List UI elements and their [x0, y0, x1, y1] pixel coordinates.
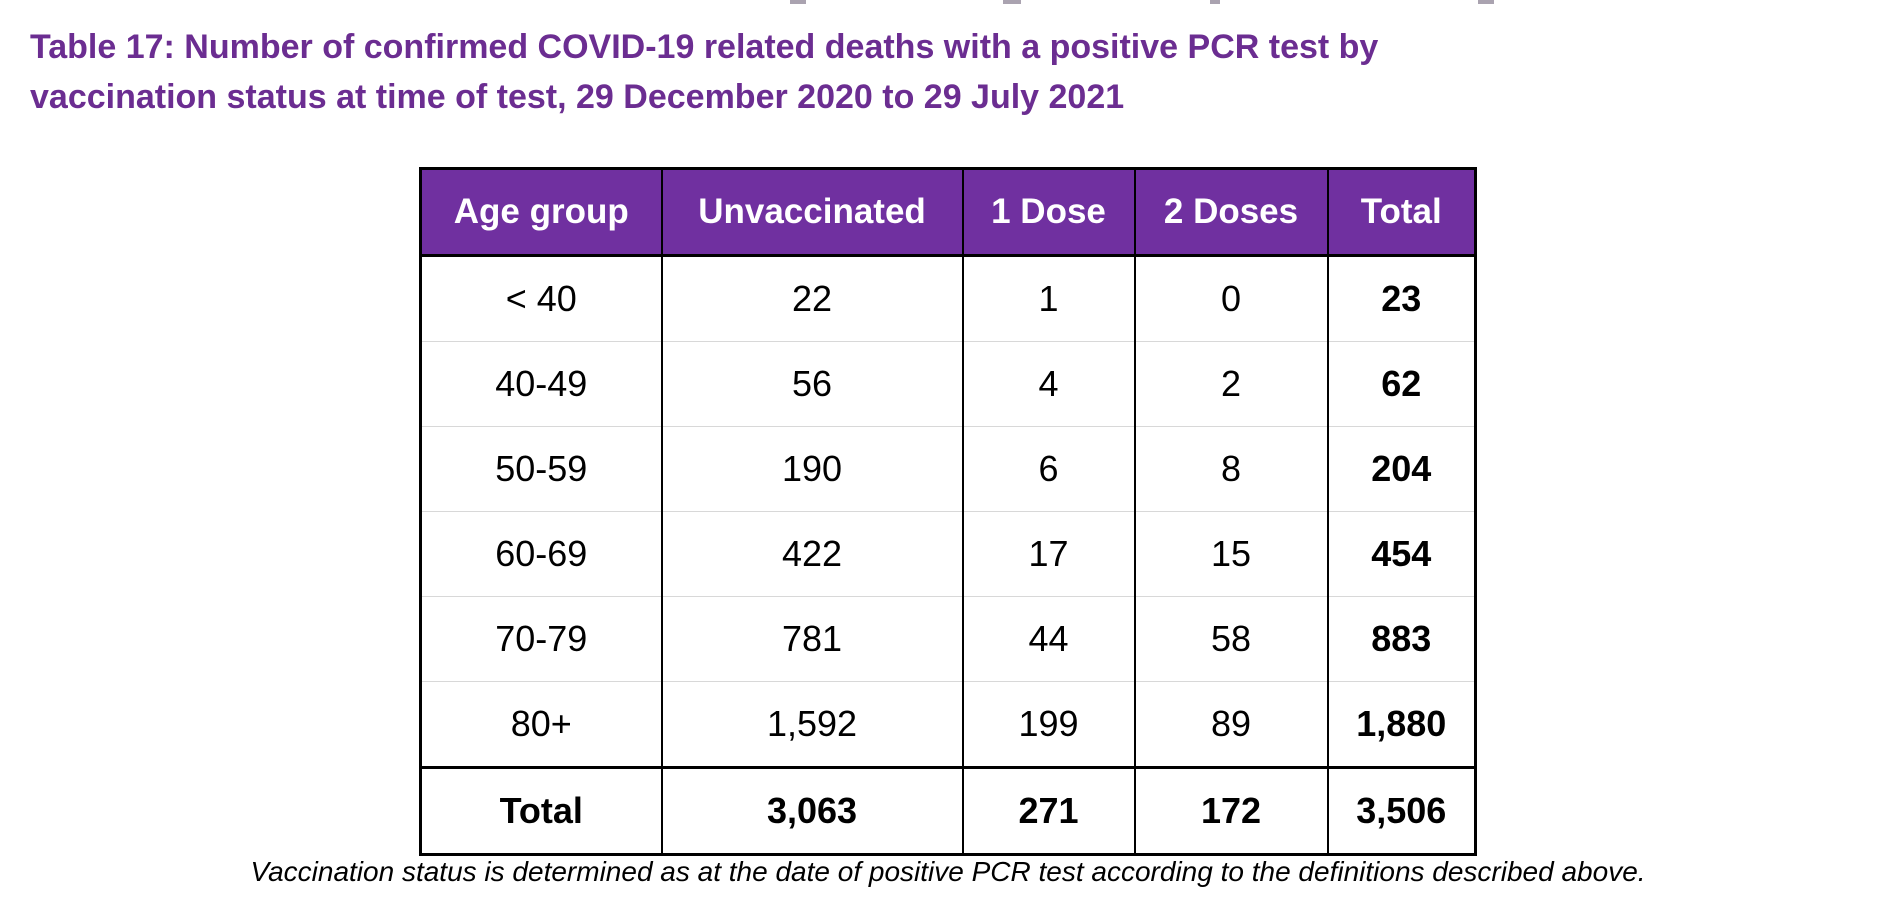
table-total-row: Total 3,063 271 172 3,506 [419, 766, 1477, 855]
table-cell: 454 [1326, 511, 1477, 597]
table-cell: 3,063 [660, 766, 964, 855]
page-title: Table 17: Number of confirmed COVID-19 r… [30, 22, 1378, 122]
page-title-line-1: Table 17: Number of confirmed COVID-19 r… [30, 28, 1379, 66]
table-cell: 8 [1133, 426, 1329, 512]
table-footnote: Vaccination status is determined as at t… [250, 856, 1646, 887]
table-row: 40-49 56 4 2 62 [419, 341, 1477, 427]
table-cell: 60-69 [419, 511, 663, 597]
cropped-text-fragment [790, 0, 806, 4]
table-cell: 2 [1133, 341, 1329, 427]
table-cell: < 40 [419, 255, 663, 342]
table-cell: 422 [660, 511, 964, 597]
table-cell: 44 [961, 596, 1136, 682]
table-cell: 70-79 [419, 596, 663, 682]
cropped-text-fragment [1210, 0, 1220, 4]
table-cell: 17 [961, 511, 1136, 597]
table-cell: 89 [1133, 681, 1329, 768]
table-row: 60-69 422 17 15 454 [419, 511, 1477, 597]
table-row: 70-79 781 44 58 883 [419, 596, 1477, 682]
table-cell: 50-59 [419, 426, 663, 512]
table-cell: 6 [961, 426, 1136, 512]
table-cell: 1 [961, 255, 1136, 342]
col-header-unvaccinated: Unvaccinated [660, 168, 964, 257]
total-row-label: Total [419, 766, 663, 855]
table-cell: 62 [1326, 341, 1477, 427]
col-header-1-dose: 1 Dose [961, 168, 1136, 257]
table-row: < 40 22 1 0 23 [419, 255, 1477, 342]
table-cell: 204 [1326, 426, 1477, 512]
table-cell: 3,506 [1326, 766, 1477, 855]
page-title-line-2: vaccination status at time of test, 29 D… [30, 78, 1125, 116]
table-cell: 0 [1133, 255, 1329, 342]
table-cell: 80+ [419, 681, 663, 768]
cropped-text-fragment [1478, 0, 1494, 4]
table-cell: 172 [1133, 766, 1329, 855]
table-cell: 883 [1326, 596, 1477, 682]
table-cell: 271 [961, 766, 1136, 855]
table-cell: 23 [1326, 255, 1477, 342]
cropped-text-fragment [1003, 0, 1021, 4]
table-cell: 199 [961, 681, 1136, 768]
table-cell: 15 [1133, 511, 1329, 597]
col-header-total: Total [1326, 168, 1477, 257]
table-row: 80+ 1,592 199 89 1,880 [419, 681, 1477, 768]
table-cell: 4 [961, 341, 1136, 427]
table-cell: 40-49 [419, 341, 663, 427]
table-cell: 781 [660, 596, 964, 682]
table-header-row: Age group Unvaccinated 1 Dose 2 Doses To… [419, 168, 1477, 257]
table-cell: 1,592 [660, 681, 964, 768]
table-cell: 58 [1133, 596, 1329, 682]
col-header-2-doses: 2 Doses [1133, 168, 1329, 257]
table-row: 50-59 190 6 8 204 [419, 426, 1477, 512]
table-cell: 22 [660, 255, 964, 342]
table-cell: 1,880 [1326, 681, 1477, 768]
table-cell: 190 [660, 426, 964, 512]
col-header-age-group: Age group [419, 168, 663, 257]
covid-deaths-table: Age group Unvaccinated 1 Dose 2 Doses To… [419, 167, 1477, 856]
table-cell: 56 [660, 341, 964, 427]
